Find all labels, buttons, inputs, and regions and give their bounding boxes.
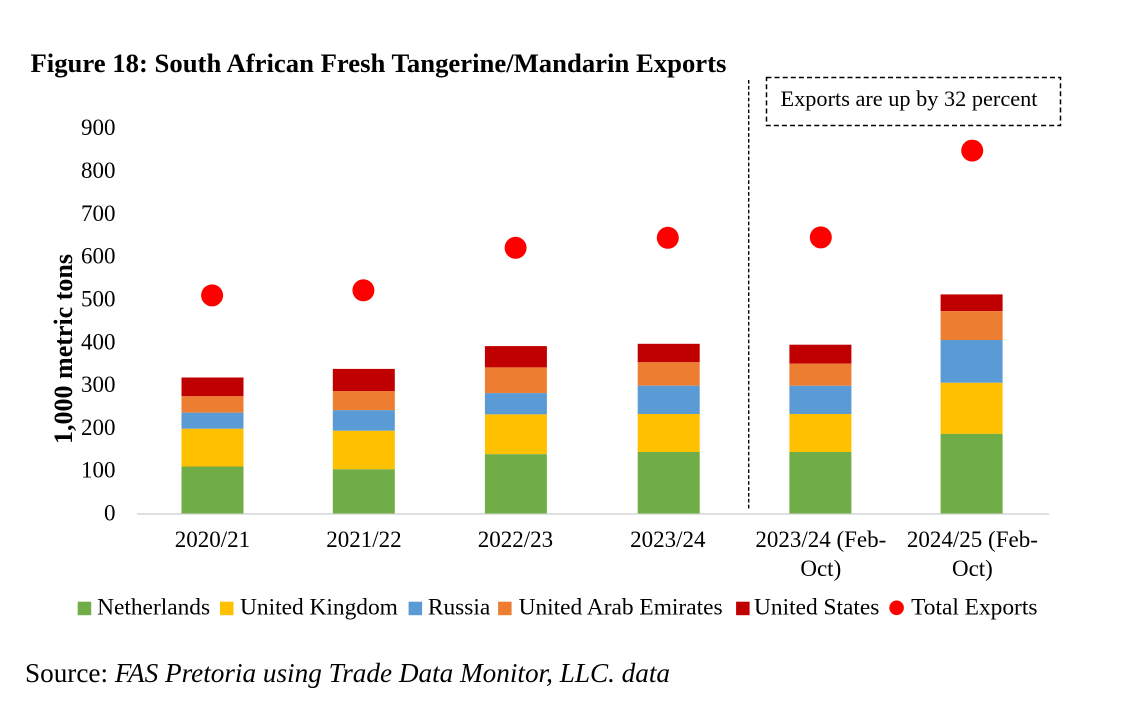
svg-text:United States: United States — [754, 595, 879, 621]
svg-text:500: 500 — [81, 286, 116, 311]
svg-text:Total Exports: Total Exports — [911, 595, 1037, 621]
svg-text:400: 400 — [81, 329, 116, 354]
svg-text:1,000 metric tons: 1,000 metric tons — [49, 254, 78, 444]
svg-text:Figure 18: South African Fresh: Figure 18: South African Fresh Tangerine… — [31, 48, 727, 78]
svg-text:2022/23: 2022/23 — [478, 527, 553, 552]
svg-text:United Arab Emirates: United Arab Emirates — [519, 595, 723, 621]
svg-text:Russia: Russia — [428, 595, 491, 621]
svg-text:2024/25 (Feb-: 2024/25 (Feb- — [907, 527, 1038, 552]
svg-text:0: 0 — [104, 501, 116, 526]
svg-text:2023/24: 2023/24 — [630, 527, 706, 552]
svg-text:Oct): Oct) — [952, 556, 993, 581]
svg-text:2023/24 (Feb-: 2023/24 (Feb- — [755, 527, 886, 552]
svg-text:Exports are up by 32 percent: Exports are up by 32 percent — [781, 86, 1039, 111]
svg-text:2021/22: 2021/22 — [326, 527, 401, 552]
svg-text:200: 200 — [81, 415, 116, 440]
svg-text:2020/21: 2020/21 — [175, 527, 250, 552]
svg-text:700: 700 — [81, 201, 116, 226]
svg-text:United Kingdom: United Kingdom — [240, 595, 398, 621]
svg-text:300: 300 — [81, 372, 116, 397]
svg-text:Oct): Oct) — [800, 556, 841, 581]
svg-text:Netherlands: Netherlands — [97, 595, 210, 621]
svg-text:600: 600 — [81, 244, 116, 269]
svg-text:Source: FAS Pretoria using Tra: Source: FAS Pretoria using Trade Data Mo… — [25, 658, 670, 688]
svg-text:100: 100 — [81, 458, 116, 483]
svg-text:800: 800 — [81, 158, 116, 183]
svg-text:900: 900 — [81, 115, 116, 140]
